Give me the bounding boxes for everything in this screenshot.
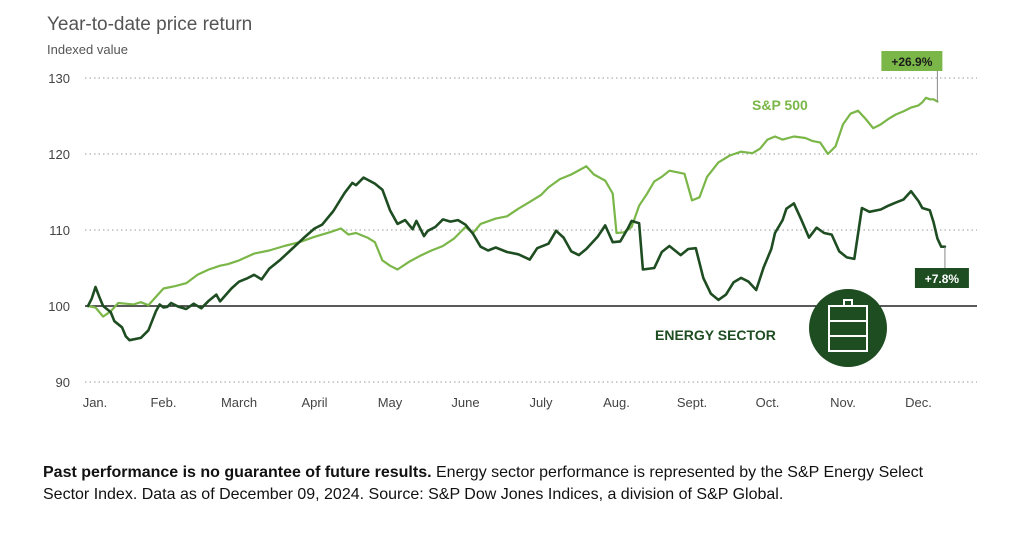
x-tick-label: July	[529, 395, 553, 410]
energy-end-value: +7.8%	[925, 272, 960, 286]
chart-title: Year-to-date price return	[47, 14, 253, 35]
x-tick-label: Nov.	[830, 395, 856, 410]
footnote-bold: Past performance is no guarantee of futu…	[43, 464, 432, 481]
x-tick-label: March	[221, 395, 257, 410]
sp500-end-value: +26.9%	[891, 55, 932, 69]
x-tick-label: Aug.	[603, 395, 630, 410]
x-tick-label: April	[301, 395, 327, 410]
y-tick-label: 110	[49, 223, 70, 238]
x-tick-label: Sept.	[677, 395, 707, 410]
sp500-series-label: S&P 500	[752, 97, 808, 113]
sp500-end-badge	[881, 51, 943, 71]
y-axis-label: Indexed value	[47, 42, 128, 57]
energy-series-line	[86, 176, 947, 342]
y-tick-label: 90	[56, 375, 70, 390]
x-tick-label: Dec.	[905, 395, 932, 410]
footnote: Past performance is no guarantee of futu…	[43, 462, 973, 506]
x-tick-label: Jan.	[83, 395, 108, 410]
y-tick-label: 130	[48, 71, 70, 86]
x-tick-label: Feb.	[150, 395, 176, 410]
x-tick-label: May	[378, 395, 403, 410]
chart: 90 100 110 120 130 Jan. Feb. March April May June…	[48, 51, 977, 410]
barrel-cap	[843, 299, 853, 307]
y-tick-label: 120	[48, 147, 70, 162]
y-tick-label: 100	[48, 299, 70, 314]
oil-barrel-icon	[809, 289, 887, 367]
footnote-text: Energy sector performance is represented…	[43, 464, 924, 503]
energy-series-label: ENERGY SECTOR	[655, 327, 776, 343]
x-tick-label: Oct.	[756, 395, 780, 410]
sp500-series-line	[86, 96, 939, 318]
x-tick-label: June	[451, 395, 479, 410]
energy-end-badge	[914, 268, 969, 288]
